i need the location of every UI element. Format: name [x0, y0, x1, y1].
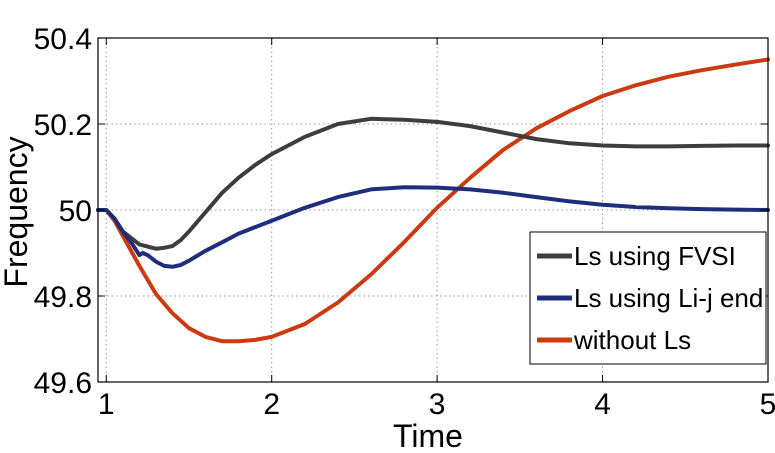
y-axis-label: Frequency — [0, 136, 34, 287]
series-line-2 — [96, 57, 770, 344]
legend-label-li-j: Ls using Li-j end — [574, 283, 763, 313]
y-tick-label: 49.6 — [34, 367, 92, 400]
series-line-1 — [96, 185, 770, 269]
x-tick-label: 4 — [594, 388, 611, 421]
series-line-0 — [96, 116, 770, 251]
x-axis-label: Time — [393, 418, 463, 453]
x-tick-label: 5 — [760, 388, 775, 421]
series-layer — [96, 57, 770, 344]
legend-label-without-ls: without Ls — [573, 325, 691, 355]
x-tick-label: 1 — [98, 388, 115, 421]
y-tick-label: 50.4 — [34, 23, 92, 56]
x-tick-label: 3 — [429, 388, 446, 421]
y-tick-label: 49.8 — [34, 281, 92, 314]
legend: Ls using FVSI Ls using Li-j end without … — [529, 231, 767, 365]
x-tick-label: 2 — [263, 388, 280, 421]
y-tick-label: 50.2 — [34, 109, 92, 142]
y-tick-label: 50 — [59, 195, 92, 228]
legend-label-fvsi: Ls using FVSI — [574, 241, 736, 271]
tick-layer: 1 2 3 4 5 49.6 49.8 50 50.2 50.4 — [34, 23, 775, 421]
